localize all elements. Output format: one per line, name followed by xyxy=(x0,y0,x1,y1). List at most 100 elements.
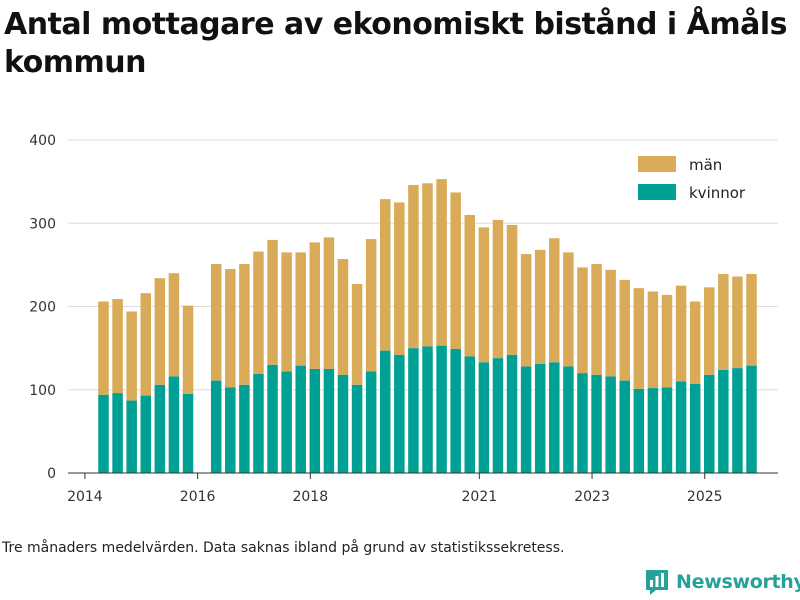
bar-women xyxy=(464,356,476,473)
bar-women xyxy=(492,358,504,473)
bar-women xyxy=(337,374,349,473)
bar-women xyxy=(661,387,673,473)
legend-swatch-men xyxy=(638,156,676,172)
bar-women xyxy=(408,348,419,473)
bar-men xyxy=(379,199,391,351)
bar-men xyxy=(154,278,166,385)
bar-men xyxy=(422,183,433,347)
bar-women xyxy=(422,346,433,473)
x-tick-label: 2014 xyxy=(67,489,103,505)
y-tick-label: 300 xyxy=(29,216,56,232)
bar-men xyxy=(126,311,137,401)
chart-caption: Tre månaders medelvärden. Data saknas ib… xyxy=(2,540,565,556)
bar-women xyxy=(351,384,363,473)
legend-swatch-women xyxy=(638,184,676,200)
bar-women xyxy=(647,388,659,473)
bar-men xyxy=(112,299,123,394)
bar-women xyxy=(549,362,560,473)
bar-women xyxy=(323,368,335,473)
bar-women xyxy=(140,395,152,473)
bar-men xyxy=(210,264,222,381)
bar-men xyxy=(182,305,194,394)
newsworthy-brand: Newsworthy xyxy=(644,568,800,596)
bar-women xyxy=(379,350,391,473)
bar-women xyxy=(704,374,715,473)
y-tick-label: 0 xyxy=(47,466,56,482)
bar-men xyxy=(337,259,349,375)
bar-women xyxy=(436,345,447,473)
bar-men xyxy=(394,202,405,355)
legend: män kvinnor xyxy=(638,156,746,202)
newsworthy-logo-icon xyxy=(646,570,668,595)
bar-women xyxy=(239,384,250,473)
bar-women xyxy=(281,371,292,473)
y-tick-label: 200 xyxy=(29,300,56,316)
chart: 0 100 200 300 400 2014 2016 2018 2021 2023 2025 m… xyxy=(29,133,778,505)
bar-men xyxy=(647,291,659,389)
bar-women xyxy=(365,371,377,473)
legend-label-women: kvinnor xyxy=(689,184,746,202)
bar-men xyxy=(661,294,673,388)
bar-women xyxy=(605,376,616,473)
x-axis-ticks: 2014 2016 2018 2021 2023 2025 xyxy=(67,473,723,505)
bar-men xyxy=(675,285,687,382)
bar-women xyxy=(563,366,574,473)
bar-women xyxy=(675,381,687,473)
x-tick-label: 2018 xyxy=(292,489,328,505)
bar-men xyxy=(577,267,588,374)
bar-men xyxy=(689,301,701,384)
bar-women xyxy=(394,354,405,473)
y-tick-label: 100 xyxy=(29,383,56,399)
bar-women xyxy=(309,368,321,473)
bar-women xyxy=(591,374,602,473)
bar-men xyxy=(168,273,180,377)
bar-men xyxy=(450,192,461,349)
legend-label-men: män xyxy=(689,156,722,174)
bar-men xyxy=(267,239,278,365)
bar-women xyxy=(478,362,490,473)
bar-men xyxy=(746,274,757,366)
bar-men xyxy=(98,301,109,395)
bar-men xyxy=(506,224,518,355)
bar-women xyxy=(633,388,645,473)
bars xyxy=(98,179,757,473)
bar-men xyxy=(520,254,532,367)
bar-women xyxy=(689,383,701,473)
bar-men xyxy=(323,237,335,369)
bar-men xyxy=(704,287,715,375)
bar-men xyxy=(225,269,236,388)
bar-men xyxy=(253,251,264,374)
bar-women xyxy=(506,354,518,473)
bar-women xyxy=(520,366,532,473)
bar-women xyxy=(253,373,264,473)
bar-men xyxy=(239,264,250,385)
x-tick-label: 2021 xyxy=(462,489,498,505)
y-axis-ticks: 0 100 200 300 400 xyxy=(29,133,56,482)
bar-women xyxy=(732,368,743,473)
y-tick-label: 400 xyxy=(29,133,56,149)
x-tick-label: 2016 xyxy=(180,489,216,505)
bar-men xyxy=(436,179,447,346)
bar-women xyxy=(450,348,461,473)
bar-women xyxy=(267,364,278,473)
bar-women xyxy=(534,363,546,473)
bar-women xyxy=(98,394,109,473)
bar-men xyxy=(351,284,363,385)
bar-men xyxy=(605,269,616,377)
newsworthy-brand-name: Newsworthy xyxy=(676,571,800,593)
bar-men xyxy=(549,238,560,363)
x-tick-label: 2023 xyxy=(574,489,610,505)
bar-women xyxy=(577,373,588,473)
bar-men xyxy=(365,239,377,372)
bar-men xyxy=(140,293,152,396)
bar-women xyxy=(112,393,123,473)
bar-men xyxy=(732,276,743,369)
bar-women xyxy=(126,400,137,473)
bar-women xyxy=(619,380,630,473)
bar-women xyxy=(295,365,306,473)
bar-men xyxy=(492,219,504,359)
bar-women xyxy=(746,365,757,473)
bar-men xyxy=(633,288,645,389)
bar-men xyxy=(563,252,574,367)
bar-men xyxy=(309,242,321,369)
